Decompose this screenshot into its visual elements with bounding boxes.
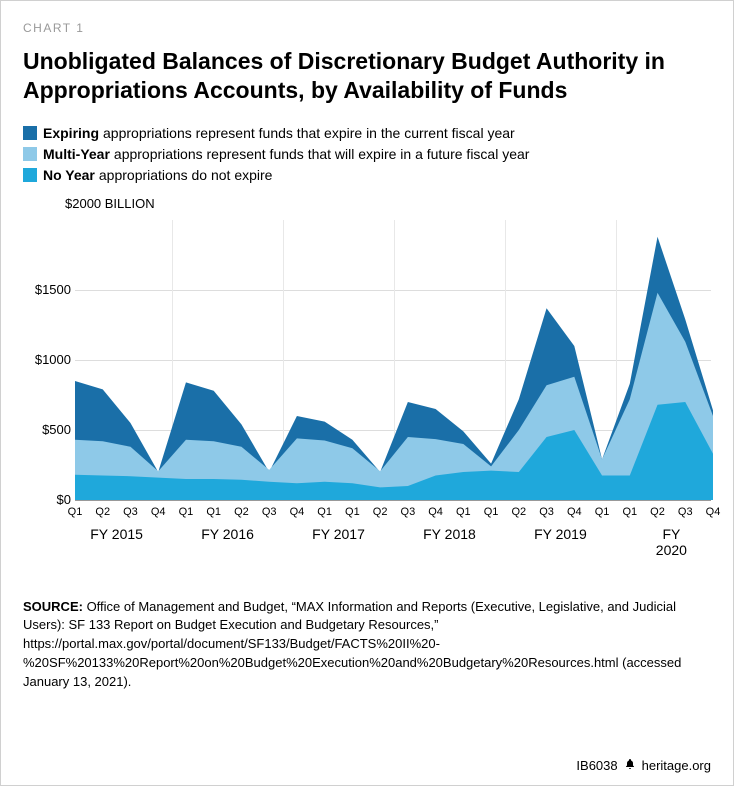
y-tick-label: $1000 — [23, 352, 71, 367]
fy-group-label: FY 2015 — [90, 526, 143, 542]
fy-group-label: FY 2020 — [652, 526, 692, 558]
x-tick-label: Q4 — [567, 506, 582, 518]
legend-item: Expiring appropriations represent funds … — [23, 123, 711, 144]
x-tick-label: Q3 — [262, 506, 277, 518]
x-tick-label: Q1 — [622, 506, 637, 518]
x-tick-label: Q2 — [234, 506, 249, 518]
x-tick-label: Q1 — [484, 506, 499, 518]
fy-group-label: FY 2017 — [312, 526, 365, 542]
x-tick-label: Q1 — [456, 506, 471, 518]
fy-group-label: FY 2019 — [534, 526, 587, 542]
legend-text: appropriations do not expire — [99, 165, 273, 186]
legend-text: appropriations represent funds that will… — [114, 144, 530, 165]
y-axis-top-label: $2000 BILLION — [65, 196, 155, 211]
x-tick-label: Q1 — [68, 506, 83, 518]
source-label: SOURCE: — [23, 599, 83, 614]
legend-bold: Multi-Year — [43, 144, 110, 165]
x-tick-label: Q3 — [401, 506, 416, 518]
chart-title: Unobligated Balances of Discretionary Bu… — [23, 47, 711, 105]
footer: IB6038 heritage.org — [576, 758, 711, 773]
source-text: Office of Management and Budget, “MAX In… — [23, 599, 681, 689]
x-tick-label: Q1 — [206, 506, 221, 518]
chart-number-label: CHART 1 — [23, 21, 711, 35]
y-tick-label: $1500 — [23, 282, 71, 297]
legend-bold: Expiring — [43, 123, 99, 144]
x-tick-label: Q2 — [650, 506, 665, 518]
fy-group-label: FY 2016 — [201, 526, 254, 542]
source-note: SOURCE: Office of Management and Budget,… — [23, 598, 711, 692]
x-tick-label: Q3 — [539, 506, 554, 518]
x-tick-label: Q4 — [706, 506, 721, 518]
legend-swatch — [23, 147, 37, 161]
x-tick-label: Q2 — [511, 506, 526, 518]
fy-group-label: FY 2018 — [423, 526, 476, 542]
legend-item: No Year appropriations do not expire — [23, 165, 711, 186]
x-tick-label: Q3 — [678, 506, 693, 518]
x-tick-label: Q4 — [290, 506, 305, 518]
bell-icon — [624, 758, 636, 773]
x-tick-label: Q3 — [123, 506, 138, 518]
y-tick-label: $500 — [23, 422, 71, 437]
x-tick-label: Q4 — [428, 506, 443, 518]
x-tick-label: Q1 — [595, 506, 610, 518]
x-tick-label: Q1 — [179, 506, 194, 518]
x-tick-label: Q2 — [373, 506, 388, 518]
legend-swatch — [23, 168, 37, 182]
x-tick-label: Q2 — [95, 506, 110, 518]
x-tick-label: Q4 — [151, 506, 166, 518]
site-label: heritage.org — [642, 758, 711, 773]
x-tick-label: Q1 — [317, 506, 332, 518]
publication-id: IB6038 — [576, 758, 617, 773]
legend-swatch — [23, 126, 37, 140]
area-series-multi_year — [75, 292, 713, 499]
y-tick-label: $0 — [23, 492, 71, 507]
x-axis-baseline — [75, 500, 711, 501]
legend: Expiring appropriations represent funds … — [23, 123, 711, 186]
legend-bold: No Year — [43, 165, 95, 186]
x-tick-label: Q1 — [345, 506, 360, 518]
legend-text: appropriations represent funds that expi… — [103, 123, 515, 144]
chart-svg — [75, 220, 713, 500]
area-chart: $2000 BILLION $0$500$1000$1500Q1Q2Q3Q4Q1… — [23, 200, 711, 560]
legend-item: Multi-Year appropriations represent fund… — [23, 144, 711, 165]
